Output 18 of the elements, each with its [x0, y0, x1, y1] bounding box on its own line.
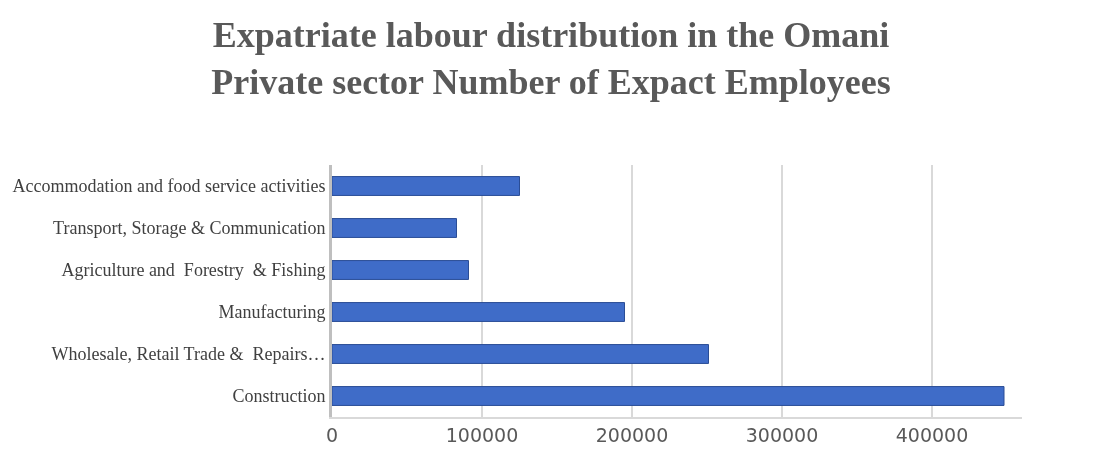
chart-title: Expatriate labour distribution in the Omani Private sector Number of Expact Employees: [211, 14, 891, 102]
bar: [332, 218, 457, 238]
x-tick-label: 300000: [745, 423, 819, 446]
y-tick-label: Wholesale, Retail Trade & Repairs…: [51, 344, 326, 365]
bar: [332, 344, 709, 364]
bar: [332, 386, 1005, 406]
bar: [332, 176, 520, 196]
y-tick-label: Manufacturing: [218, 302, 326, 323]
x-tick-label: 0: [325, 423, 339, 446]
bar: [332, 260, 469, 280]
y-tick-label: Construction: [232, 386, 326, 407]
x-tick-label: 200000: [595, 423, 669, 446]
y-tick-label: Accommodation and food service activities: [12, 176, 326, 197]
bar: [332, 302, 625, 322]
y-tick-label: Agriculture and Forestry & Fishing: [61, 260, 326, 281]
x-tick-label: 400000: [895, 423, 969, 446]
y-tick-label: Transport, Storage & Communication: [53, 218, 326, 239]
x-tick-label: 100000: [445, 423, 519, 446]
